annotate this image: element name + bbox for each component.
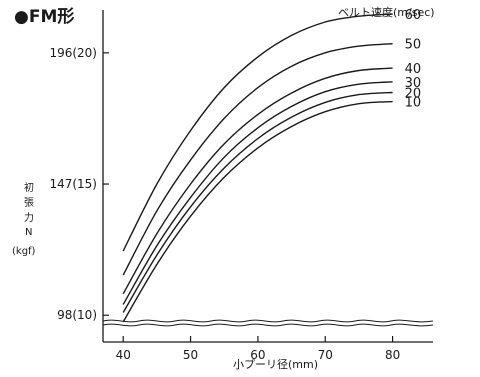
series-label-60: 60: [405, 8, 422, 23]
y-tick-label: 98(10): [57, 308, 97, 322]
axis-break-upper: [102, 319, 434, 323]
y-tick-label: 196(20): [49, 46, 97, 60]
chart-title: ●FM形: [14, 6, 74, 27]
x-tick-label: 70: [318, 348, 333, 362]
x-tick-label: 80: [385, 348, 400, 362]
series-line-50: [122, 43, 393, 276]
y-label-unit-kgf: (kgf): [12, 246, 36, 257]
y-tick-label: 147(15): [49, 177, 97, 191]
series-line-60: [122, 13, 393, 252]
x-tick-label: 50: [183, 348, 198, 362]
series-label-30: 30: [405, 76, 422, 91]
series-label-20: 20: [405, 86, 422, 101]
x-tick-label: 60: [250, 348, 265, 362]
series-label-40: 40: [405, 62, 422, 77]
y-label-char-3: 力: [24, 211, 34, 224]
axis-break-lower: [102, 323, 434, 327]
series-line-20: [122, 91, 393, 313]
y-label-char-2: 張: [24, 197, 34, 209]
series-label-50: 50: [405, 38, 422, 53]
series-line-30: [122, 81, 393, 305]
y-label-unit-n: N: [25, 227, 32, 238]
ticks: 40 50 60 70 80 98(10) 147(15) 196(20): [49, 46, 400, 362]
y-label-char-1: 初: [24, 181, 34, 194]
series-line-10: [122, 100, 393, 323]
series-line-40: [122, 67, 393, 295]
x-axis-label: 小プーリ径(mm): [233, 358, 318, 371]
x-tick-label: 40: [116, 348, 131, 362]
series-label-10: 10: [405, 96, 422, 111]
